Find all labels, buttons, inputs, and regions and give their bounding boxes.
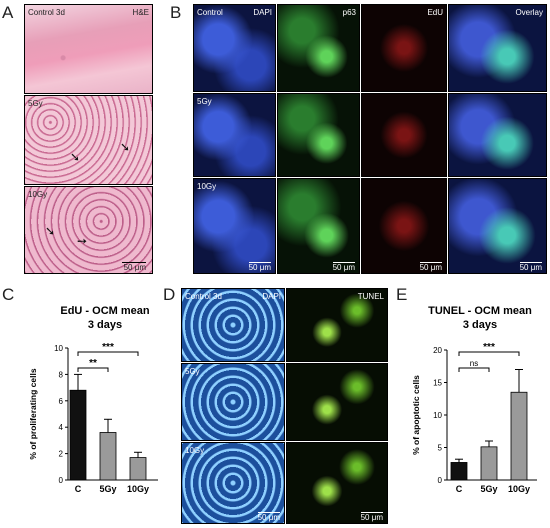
y-tick-label: 8	[59, 370, 64, 379]
b-row-label-10gy: 10Gy	[197, 182, 217, 191]
he-row-label-5gy: 5Gy	[28, 99, 43, 108]
y-tick-label: 5	[438, 444, 443, 453]
b-5gy-dapi: 5Gy	[193, 93, 276, 177]
bar	[129, 457, 147, 481]
y-tick-label: 10	[433, 411, 442, 420]
scale-label: 50 μm	[257, 513, 280, 522]
he-image-control: Control 3d H&E	[24, 4, 153, 94]
d-col-label-tunel: TUNEL	[357, 292, 384, 301]
chart-edu: EdU - OCM mean 3 days 0 2 4 6 8 10 % of prolifer…	[28, 305, 158, 494]
d-10gy-tunel: 50 μm	[286, 442, 388, 524]
x-tick-label: C	[456, 484, 463, 494]
chart-subtitle: 3 days	[88, 319, 122, 331]
scale-bar	[122, 262, 146, 263]
y-axis-label: % of proliferating cells	[28, 368, 38, 459]
bar	[510, 391, 528, 481]
arrow-icon: ➘	[45, 224, 56, 238]
scale-label: 50 μm	[519, 263, 542, 272]
arrow-icon: ➙	[77, 234, 88, 248]
b-10gy-p63: 50 μm	[277, 178, 360, 274]
he-image-5gy: 5Gy ➘ ➘	[24, 95, 153, 185]
significance-bracket	[458, 351, 520, 356]
chart-title: EdU - OCM mean	[60, 305, 150, 317]
b-col-label-edu: EdU	[427, 8, 443, 17]
he-row-label-10gy: 10Gy	[28, 190, 48, 199]
arrow-icon: ➘	[70, 150, 81, 164]
scale-bar	[249, 262, 271, 263]
d-control-dapi: Control 3d DAPI	[181, 288, 285, 362]
d-col-label-dapi: DAPI	[262, 292, 281, 301]
panel-label-b: B	[170, 3, 182, 22]
bar	[480, 446, 498, 481]
panel-label-a: A	[2, 3, 14, 22]
x-tick-label: C	[75, 484, 82, 494]
b-control-edu: EdU	[361, 4, 447, 92]
d-control-tunel: TUNEL	[286, 288, 388, 362]
panel-label-e: E	[396, 285, 408, 304]
bar	[450, 462, 468, 481]
scale-bar	[333, 262, 355, 263]
significance-bracket	[77, 367, 109, 372]
d-10gy-dapi: 10Gy 50 μm	[181, 442, 285, 524]
significance-label: ***	[483, 342, 495, 353]
y-axis-label: % of apoptotic cells	[411, 375, 421, 455]
x-tick-label: 5Gy	[99, 484, 116, 494]
scale-bar	[520, 262, 542, 263]
b-control-dapi: Control DAPI	[193, 4, 276, 92]
y-tick-label: 6	[59, 397, 64, 406]
b-10gy-dapi: 10Gy 50 μm	[193, 178, 276, 274]
he-stain-label: H&E	[132, 8, 149, 17]
d-row-label-5gy: 5Gy	[185, 367, 200, 376]
scale-bar	[258, 512, 280, 513]
scale-label: 50 μm	[419, 263, 442, 272]
b-row-label-5gy: 5Gy	[197, 97, 212, 106]
b-col-label-overlay: Overlay	[515, 8, 543, 17]
b-control-p63: p63	[277, 4, 360, 92]
scale-label: 50 μm	[360, 513, 383, 522]
significance-label: ns	[470, 359, 478, 368]
scale-label: 50 μm	[332, 263, 355, 272]
he-row-label-control: Control 3d	[28, 8, 65, 17]
he-image-10gy: 10Gy ➘ ➙ 50 μm	[24, 186, 153, 274]
significance-label: **	[89, 358, 97, 369]
x-tick-label: 10Gy	[508, 484, 530, 494]
bar	[99, 432, 117, 481]
b-row-label-control: Control	[197, 8, 223, 17]
y-tick-label: 2	[59, 450, 64, 459]
arrow-icon: ➘	[120, 140, 131, 154]
chart-tunel: TUNEL - OCM mean 3 days 0 5 10 15 20 % of apopt…	[411, 305, 537, 494]
b-10gy-edu: 50 μm	[361, 178, 447, 274]
scale-bar	[420, 262, 442, 263]
scale-label: 50 μm	[248, 263, 271, 272]
significance-bracket	[458, 367, 490, 372]
b-5gy-edu	[361, 93, 447, 177]
d-5gy-dapi: 5Gy	[181, 363, 285, 441]
d-row-label-control: Control 3d	[185, 292, 222, 301]
b-col-label-p63: p63	[342, 8, 356, 17]
y-tick-label: 20	[433, 346, 442, 355]
b-control-overlay: Overlay	[448, 4, 547, 92]
panel-label-c: C	[2, 285, 15, 304]
significance-bracket	[77, 351, 139, 356]
y-tick-label: 4	[59, 423, 64, 432]
d-row-label-10gy: 10Gy	[185, 446, 205, 455]
y-tick-label: 0	[59, 476, 64, 485]
b-col-label-dapi: DAPI	[253, 8, 272, 17]
significance-label: ***	[102, 342, 114, 353]
y-tick-label: 15	[433, 379, 442, 388]
panel-label-d: D	[163, 285, 176, 304]
d-5gy-tunel	[286, 363, 388, 441]
b-5gy-p63	[277, 93, 360, 177]
chart-title: TUNEL - OCM mean	[428, 305, 532, 317]
bar	[69, 389, 87, 481]
y-tick-label: 10	[54, 344, 63, 353]
scale-label: 50 μm	[123, 263, 146, 272]
scale-bar	[361, 512, 383, 513]
x-tick-label: 5Gy	[480, 484, 497, 494]
chart-subtitle: 3 days	[463, 319, 497, 331]
b-10gy-overlay: 50 μm	[448, 178, 547, 274]
y-tick-label: 0	[438, 476, 443, 485]
b-5gy-overlay	[448, 93, 547, 177]
x-tick-label: 10Gy	[127, 484, 149, 494]
